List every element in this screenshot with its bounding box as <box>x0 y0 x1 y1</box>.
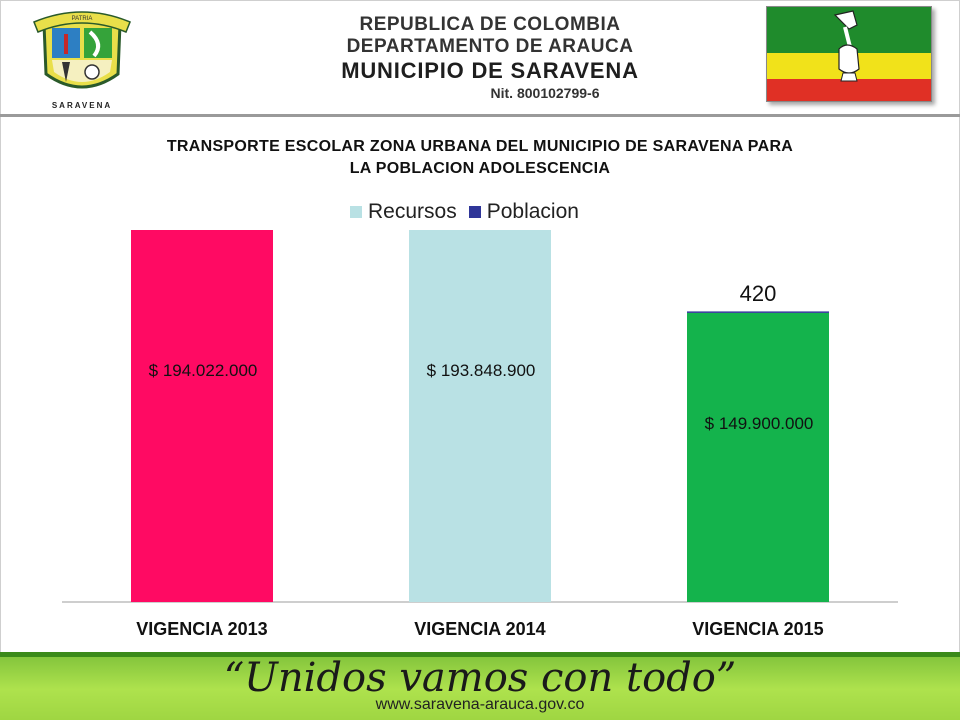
chart-legend: Recursos Poblacion <box>350 198 591 226</box>
legend-swatch-recursos <box>350 206 362 218</box>
website-url: www.saravena-arauca.gov.co <box>375 696 585 713</box>
country-name: REPUBLICA DE COLOMBIA <box>359 14 621 35</box>
municipal-shield-logo: PATRIA SARAVENA <box>33 11 131 110</box>
x-tick-label-2: VIGENCIA 2014 <box>414 619 545 639</box>
legend-label-recursos: Recursos <box>368 200 457 223</box>
header-divider <box>0 114 960 117</box>
chart-title-line2: LA POBLACION ADOLESCENCIA <box>349 160 611 177</box>
municipality-name: MUNICIPIO DE SARAVENA <box>341 58 639 83</box>
legend-label-poblacion: Poblacion <box>486 200 579 223</box>
department-name: DEPARTAMENTO DE ARAUCA <box>346 36 634 57</box>
saravena-flag <box>766 6 932 102</box>
bar-recursos-3 <box>687 312 829 602</box>
tax-id: Nit. 800102799-6 <box>490 85 600 101</box>
chart-title-line1: TRANSPORTE ESCOLAR ZONA URBANA DEL MUNIC… <box>166 138 794 155</box>
legend-item-poblacion: Poblacion <box>468 200 579 224</box>
chart-title: TRANSPORTE ESCOLAR ZONA URBANA DEL MUNIC… <box>60 136 900 180</box>
data-label-recursos-1: $ 194.022.000 <box>149 361 258 380</box>
footer-top-stripe <box>0 652 960 657</box>
data-label-poblacion-3: 420 <box>740 281 777 306</box>
bar-poblacion-3 <box>687 311 829 313</box>
svg-text:PATRIA: PATRIA <box>72 16 93 22</box>
x-tick-label-3: VIGENCIA 2015 <box>692 619 823 639</box>
header: PATRIA SARAVENA REPUBLICA DE COLOMBIA DE… <box>0 0 960 118</box>
data-label-recursos-2: $ 193.848.900 <box>427 361 536 380</box>
footer-banner: “Unidos vamos con todo” www.saravena-ara… <box>0 652 960 720</box>
bar-recursos-2 <box>409 230 551 602</box>
svg-text:SARAVENA: SARAVENA <box>52 101 112 110</box>
bar-recursos-1 <box>131 230 273 603</box>
legend-swatch-poblacion <box>468 206 481 218</box>
municipality-heading: REPUBLICA DE COLOMBIA DEPARTAMENTO DE AR… <box>290 14 690 102</box>
fist-torch-emblem <box>833 10 860 82</box>
x-tick-label-1: VIGENCIA 2013 <box>136 619 267 639</box>
legend-item-recursos: Recursos <box>350 200 457 224</box>
slogan: “Unidos vamos con todo” <box>223 655 737 701</box>
data-label-recursos-3: $ 149.900.000 <box>705 414 814 433</box>
